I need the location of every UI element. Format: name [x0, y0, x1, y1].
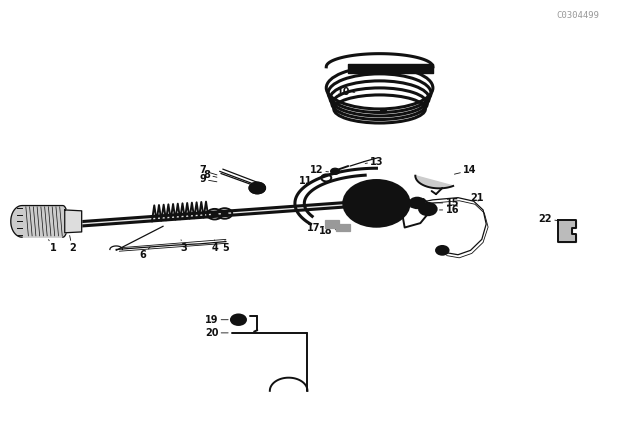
- Circle shape: [436, 246, 449, 255]
- Text: C0304499: C0304499: [556, 11, 599, 20]
- Circle shape: [231, 314, 246, 325]
- Text: 16: 16: [440, 205, 459, 215]
- Circle shape: [331, 168, 339, 174]
- Text: 22: 22: [539, 214, 557, 224]
- Text: 12: 12: [310, 165, 328, 176]
- Text: 18: 18: [319, 226, 336, 236]
- Circle shape: [221, 211, 228, 215]
- Text: 7: 7: [199, 165, 217, 176]
- Text: 21: 21: [470, 193, 484, 202]
- Text: 15: 15: [428, 198, 459, 208]
- Polygon shape: [558, 220, 576, 241]
- Polygon shape: [78, 199, 396, 226]
- Circle shape: [410, 198, 425, 208]
- Text: 2: 2: [69, 236, 76, 253]
- Text: 5: 5: [223, 240, 229, 253]
- Bar: [325, 220, 339, 228]
- Text: 13: 13: [365, 157, 383, 167]
- Text: 14: 14: [454, 165, 477, 176]
- Text: 9: 9: [199, 174, 217, 184]
- Text: 20: 20: [205, 328, 228, 338]
- Text: 8: 8: [204, 170, 217, 180]
- Circle shape: [359, 191, 394, 215]
- Text: 19: 19: [205, 314, 228, 325]
- Polygon shape: [415, 176, 453, 188]
- Circle shape: [369, 198, 384, 209]
- Circle shape: [344, 181, 409, 226]
- Text: 11: 11: [299, 176, 319, 186]
- Bar: [336, 224, 350, 231]
- Text: 6: 6: [140, 247, 150, 260]
- Circle shape: [211, 212, 218, 216]
- Circle shape: [419, 203, 436, 215]
- Circle shape: [249, 182, 266, 194]
- Text: 17: 17: [307, 223, 323, 233]
- Text: 3: 3: [180, 240, 188, 253]
- Polygon shape: [11, 206, 68, 237]
- Text: 4: 4: [211, 240, 218, 253]
- Text: 1: 1: [49, 240, 57, 253]
- Polygon shape: [65, 210, 82, 233]
- Text: 10: 10: [337, 87, 355, 97]
